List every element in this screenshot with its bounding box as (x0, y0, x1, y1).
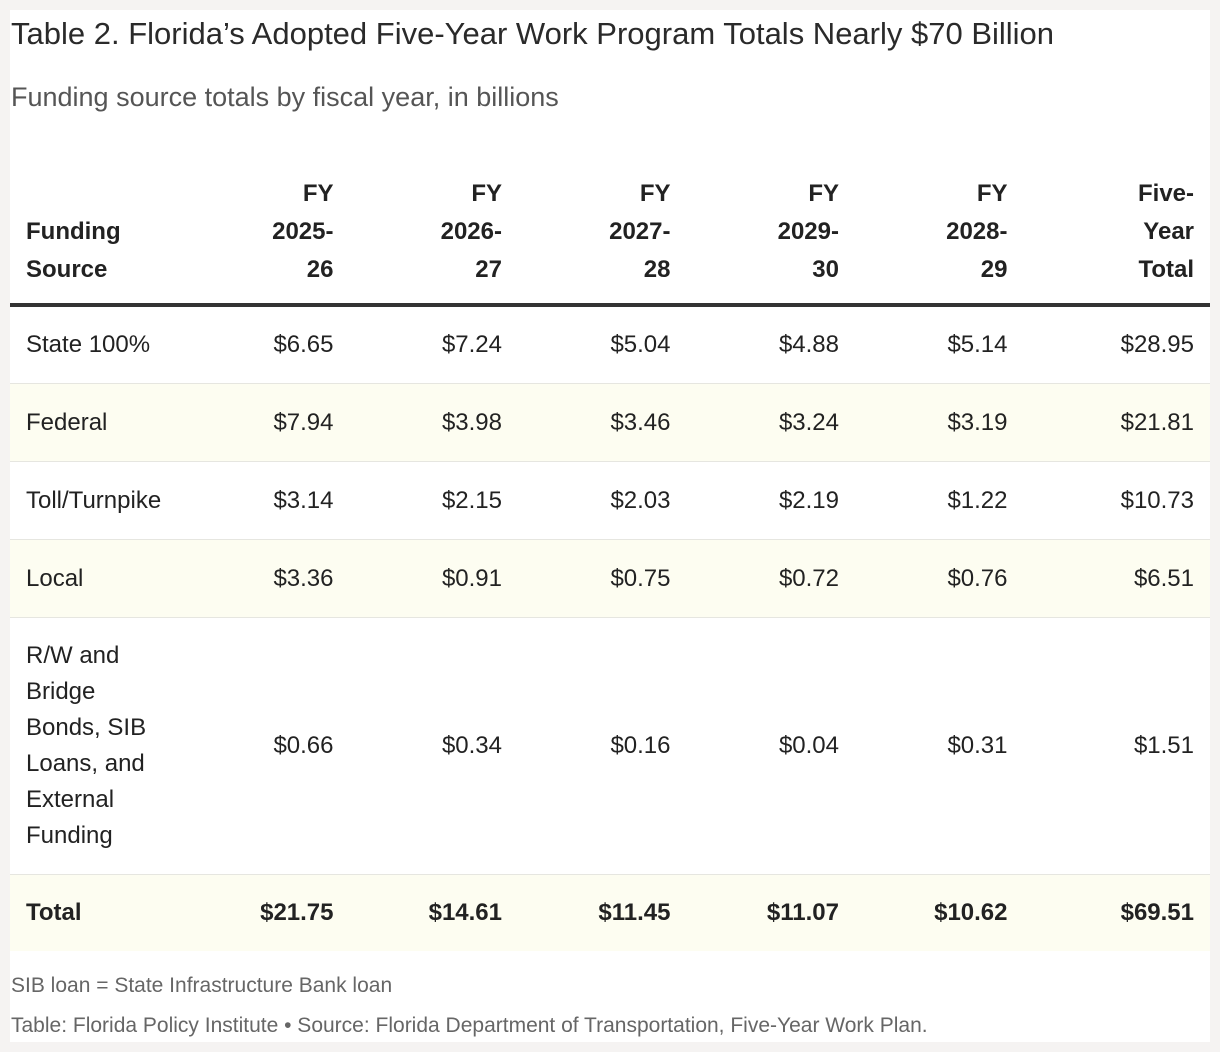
cell-text-line: 29 (980, 256, 1008, 283)
value-cell: $0.91 (349, 539, 518, 618)
cell-text-line: FY (471, 180, 502, 207)
value-cell: $21.75 (181, 874, 350, 951)
column-header: FY 2026- 27 (349, 170, 518, 307)
row-label: Toll/Turnpike (10, 461, 181, 540)
value-cell: $0.72 (686, 539, 855, 618)
value-cell: $3.24 (686, 383, 855, 462)
cell-text-line: FY (639, 180, 671, 207)
value-cell: $7.24 (349, 304, 518, 384)
value-cell: $3.46 (518, 383, 687, 462)
value-cell: $3.14 (181, 461, 350, 540)
value-cell: $1.22 (855, 461, 1024, 540)
cell-text-line: Loans, and (26, 750, 145, 777)
value-cell: $2.15 (349, 461, 518, 540)
cell-text-line: 28 (643, 256, 671, 283)
value-cell: $10.62 (855, 874, 1024, 951)
cell-text-line: Bridge (26, 678, 96, 705)
row-label: Local (10, 539, 181, 618)
table-source: Table: Florida Policy Institute • Source… (11, 1014, 928, 1037)
chart-title: Table 2. Florida’s Adopted Five-Year Wor… (11, 16, 1055, 51)
cell-text-line: Year (1143, 218, 1194, 245)
table-row: State 100% $6.65 $7.24 $5.04 $4.88 $5.14 $28.9… (10, 304, 1210, 384)
value-cell: $5.14 (855, 304, 1024, 384)
cell-text-line: Source (26, 256, 108, 283)
funding-table: Funding Source FY 2025- 26 FY 2026- 27 FY 2027- 28… (10, 170, 1210, 951)
cell-text-line: 27 (475, 256, 502, 283)
value-cell: $0.34 (349, 617, 518, 875)
row-label: Federal (10, 383, 181, 462)
value-cell: $28.95 (1023, 304, 1210, 384)
column-header: FY 2029- 30 (686, 170, 855, 307)
cell-text-line: FY (302, 180, 334, 207)
value-cell: $3.19 (855, 383, 1024, 462)
cell-text-line: State 100% (26, 331, 151, 358)
cell-text-line: Local (26, 564, 84, 592)
value-cell: $3.36 (181, 539, 350, 618)
cell-text-line: Total (26, 899, 82, 926)
value-cell: $14.61 (349, 874, 518, 951)
chart-subtitle: Funding source totals by fiscal year, in… (11, 82, 559, 112)
value-cell: $0.76 (855, 539, 1024, 618)
value-cell: $69.51 (1023, 874, 1210, 951)
row-label: State 100% (10, 304, 181, 384)
row-label: Total (10, 874, 181, 951)
value-cell: $11.07 (686, 874, 855, 951)
cell-text-line: Funding (26, 822, 113, 849)
table-row: Local $3.36 $0.91 $0.75 $0.72 $0.76 $6.51 (10, 539, 1210, 618)
cell-text-line: FY (976, 180, 1008, 207)
value-cell: $6.51 (1023, 539, 1210, 618)
cell-text-line: Five- (1137, 180, 1194, 207)
total-row: Total $21.75 $14.61 $11.45 $11.07 $10.62 $69.5… (10, 874, 1210, 951)
value-cell: $4.88 (686, 304, 855, 384)
cell-text-line: 2029- (777, 218, 839, 245)
value-cell: $3.98 (349, 383, 518, 462)
cell-text-line: Toll/Turnpike (26, 486, 162, 514)
value-cell: $1.51 (1023, 617, 1210, 875)
value-cell: $0.75 (518, 539, 687, 618)
value-cell: $10.73 (1023, 461, 1210, 540)
cell-text-line: FY (808, 180, 839, 207)
column-header: Five- Year Total (1023, 170, 1210, 307)
column-header: FY 2027- 28 (518, 170, 687, 307)
table-body: State 100% $6.65 $7.24 $5.04 $4.88 $5.14 $28.9… (10, 304, 1210, 951)
table-row: R/W and Bridge Bonds, SIB Loans, and Externa… (10, 617, 1210, 875)
cell-text-line: 2027- (609, 218, 671, 245)
cell-text-line: External (26, 786, 115, 813)
table-note: SIB loan = State Infrastructure Bank loa… (11, 974, 393, 997)
cell-text-line: R/W and (26, 642, 120, 669)
value-cell: $21.81 (1023, 383, 1210, 462)
value-cell: $2.19 (686, 461, 855, 540)
value-cell: $5.04 (518, 304, 687, 384)
column-header: FY 2028- 29 (855, 170, 1024, 307)
table-row: Toll/Turnpike $3.14 $2.15 $2.03 $2.19 $1.22 $1… (10, 461, 1210, 540)
value-cell: $0.66 (181, 617, 350, 875)
cell-text-line: Total (1138, 256, 1194, 283)
table-header-row: Funding Source FY 2025- 26 FY 2026- 27 FY 2027- 28… (10, 170, 1210, 307)
value-cell: $11.45 (518, 874, 687, 951)
value-cell: $0.31 (855, 617, 1024, 875)
table-row: Federal $7.94 $3.98 $3.46 $3.24 $3.19 $21.81 (10, 383, 1210, 462)
value-cell: $2.03 (518, 461, 687, 540)
cell-text-line: Funding (26, 218, 121, 245)
cell-text-line: 2026- (440, 218, 502, 245)
column-header: FY 2025- 26 (181, 170, 350, 307)
value-cell: $6.65 (181, 304, 350, 384)
value-cell: $0.16 (518, 617, 687, 875)
table-card: Table 2. Florida’s Adopted Five-Year Wor… (10, 10, 1210, 1042)
cell-text-line: 30 (812, 256, 839, 283)
cell-text-line: Federal (26, 408, 108, 436)
value-cell: $0.04 (686, 617, 855, 875)
value-cell: $7.94 (181, 383, 350, 462)
cell-text-line: 26 (306, 256, 334, 283)
cell-text-line: Bonds, SIB (26, 714, 147, 741)
cell-text-line: 2025- (272, 218, 334, 245)
column-header: Funding Source (10, 170, 181, 307)
row-label: R/W and Bridge Bonds, SIB Loans, and Externa… (10, 617, 181, 875)
cell-text-line: 2028- (946, 218, 1008, 245)
